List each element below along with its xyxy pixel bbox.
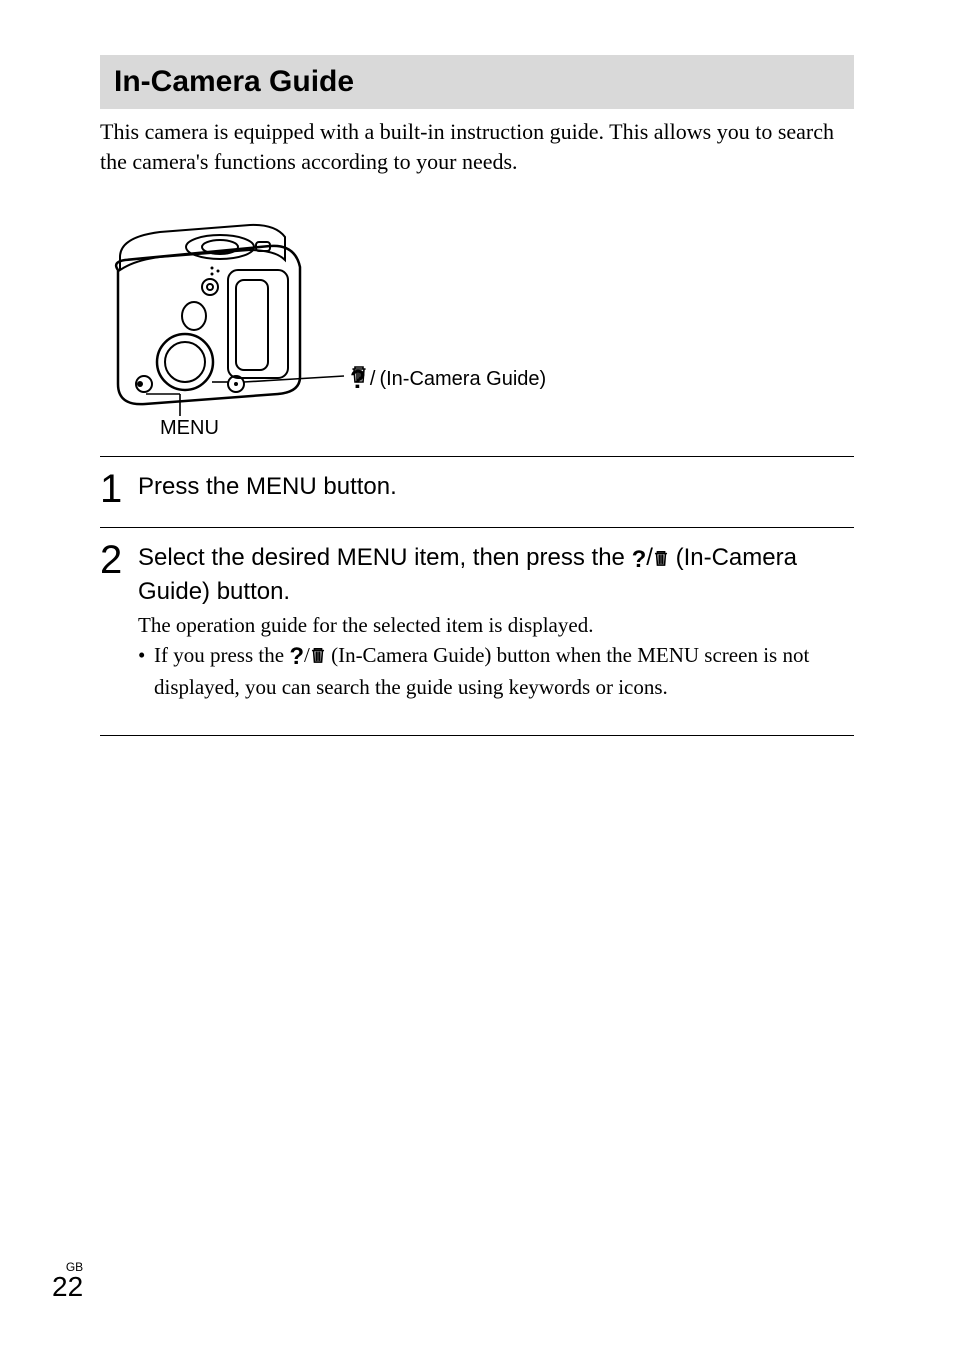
intro-paragraph: This camera is equipped with a built-in …	[100, 117, 854, 176]
step-title: Select the desired MENU item, then press…	[138, 542, 854, 606]
step-bullet: If you press the ?/ (In-Camera Guide) bu…	[138, 641, 854, 702]
diagram-menu-callout: MENU	[160, 417, 219, 440]
trash-icon	[310, 643, 326, 671]
question-mark-icon: ?	[632, 546, 647, 573]
steps-list: 1 Press the MENU button. 2 Select the de…	[100, 456, 854, 735]
step-number: 1	[100, 469, 138, 509]
manual-page: In-Camera Guide This camera is equipped …	[0, 0, 954, 1345]
step-title: Press the MENU button.	[138, 471, 854, 502]
footer-page-number: 22	[52, 1273, 83, 1301]
section-heading-bar: In-Camera Guide	[100, 55, 854, 109]
step-bullet-list: If you press the ?/ (In-Camera Guide) bu…	[138, 641, 854, 702]
section-heading: In-Camera Guide	[114, 65, 354, 98]
step-2: 2 Select the desired MENU item, then pre…	[100, 528, 854, 735]
camera-diagram: ?/ (In-Camera Guide) MENU	[100, 212, 720, 442]
trash-icon	[653, 544, 669, 575]
question-mark-icon: ?	[289, 643, 304, 670]
bullet-pre: If you press the	[154, 643, 289, 667]
camera-svg	[100, 212, 720, 442]
step-body: Select the desired MENU item, then press…	[138, 542, 854, 722]
page-footer: GB 22	[52, 1261, 83, 1301]
step-body: Press the MENU button.	[138, 471, 854, 502]
step-description: The operation guide for the selected ite…	[138, 611, 854, 639]
diagram-guide-label-text: (In-Camera Guide)	[379, 368, 546, 391]
step-1: 1 Press the MENU button.	[100, 457, 854, 528]
step-number: 2	[100, 540, 138, 580]
trash-icon	[350, 364, 368, 384]
diagram-guide-callout: ?/ (In-Camera Guide)	[350, 364, 546, 395]
step-title-pre: Select the desired MENU item, then press…	[138, 544, 632, 571]
slash-sep: /	[370, 368, 376, 391]
